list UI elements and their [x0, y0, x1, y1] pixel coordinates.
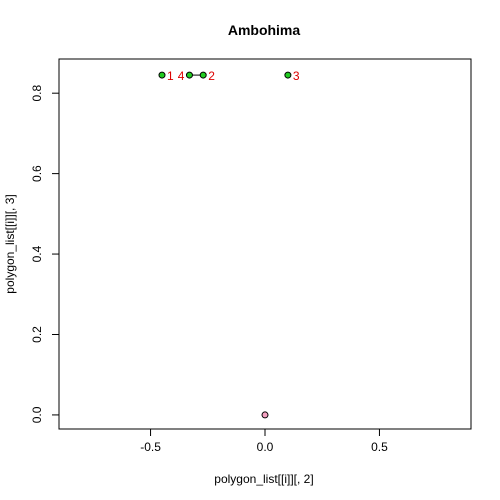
x-tick-label: -0.5: [140, 440, 161, 454]
data-point: [284, 71, 292, 79]
y-axis: 0.0 0.2 0.4 0.6 0.8: [30, 85, 60, 423]
point-label: 2: [208, 69, 215, 83]
x-tick-label: 0.0: [257, 440, 274, 454]
data-point: [185, 71, 193, 79]
data-point: [158, 71, 166, 79]
x-axis: -0.5 0.0 0.5: [140, 428, 388, 454]
y-tick-label: 0.8: [30, 85, 44, 102]
x-axis-label: polygon_list[[i]][, 2]: [214, 472, 313, 486]
y-tick-label: 0.4: [30, 245, 44, 262]
y-tick-label: 0.6: [30, 165, 44, 182]
point-labels: 1 2 3 4: [167, 69, 300, 83]
chart-title: Ambohima: [228, 22, 301, 38]
y-tick-label: 0.2: [30, 326, 44, 343]
point-label: 3: [293, 69, 300, 83]
y-tick-label: 0.0: [30, 406, 44, 423]
data-points: [158, 71, 292, 419]
point-label: 1: [167, 69, 174, 83]
y-axis-label: polygon_list[[i]][, 3]: [3, 194, 17, 293]
point-label: 4: [178, 69, 185, 83]
plot-frame: [58, 58, 472, 430]
data-point: [261, 411, 269, 419]
data-point: [199, 71, 207, 79]
x-tick-label: 0.5: [371, 440, 388, 454]
